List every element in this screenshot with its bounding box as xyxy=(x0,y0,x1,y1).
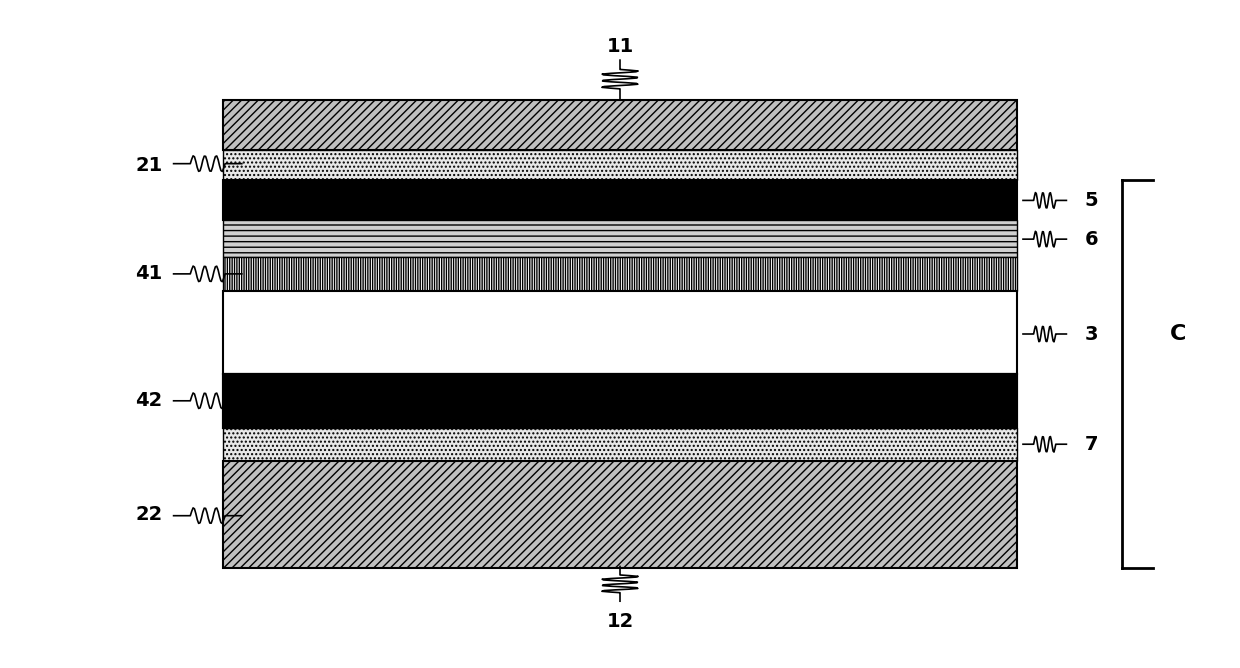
Bar xyxy=(223,374,1017,428)
Bar xyxy=(223,220,1017,257)
Text: 7: 7 xyxy=(1085,435,1097,454)
Bar xyxy=(231,378,315,428)
Text: 6: 6 xyxy=(1085,230,1097,248)
Text: 11: 11 xyxy=(606,37,634,56)
Bar xyxy=(223,461,1017,568)
Text: 41: 41 xyxy=(135,265,162,283)
Bar xyxy=(727,378,811,428)
Text: 21: 21 xyxy=(135,156,162,175)
Bar xyxy=(429,378,513,428)
Bar xyxy=(223,428,1017,461)
Bar xyxy=(925,378,1009,428)
Text: 22: 22 xyxy=(135,505,162,524)
Text: 5: 5 xyxy=(1085,191,1097,210)
Bar xyxy=(627,378,712,428)
FancyBboxPatch shape xyxy=(223,180,1017,220)
Bar xyxy=(223,100,1017,150)
Bar xyxy=(223,150,1017,180)
Text: 42: 42 xyxy=(135,391,162,410)
Text: 12: 12 xyxy=(606,612,634,631)
Bar xyxy=(826,378,910,428)
Text: C: C xyxy=(1169,324,1187,344)
Bar xyxy=(223,291,1017,374)
Bar xyxy=(330,378,414,428)
Bar xyxy=(528,378,613,428)
Text: 3: 3 xyxy=(1085,325,1097,343)
Bar xyxy=(223,257,1017,291)
Bar xyxy=(223,374,1017,428)
